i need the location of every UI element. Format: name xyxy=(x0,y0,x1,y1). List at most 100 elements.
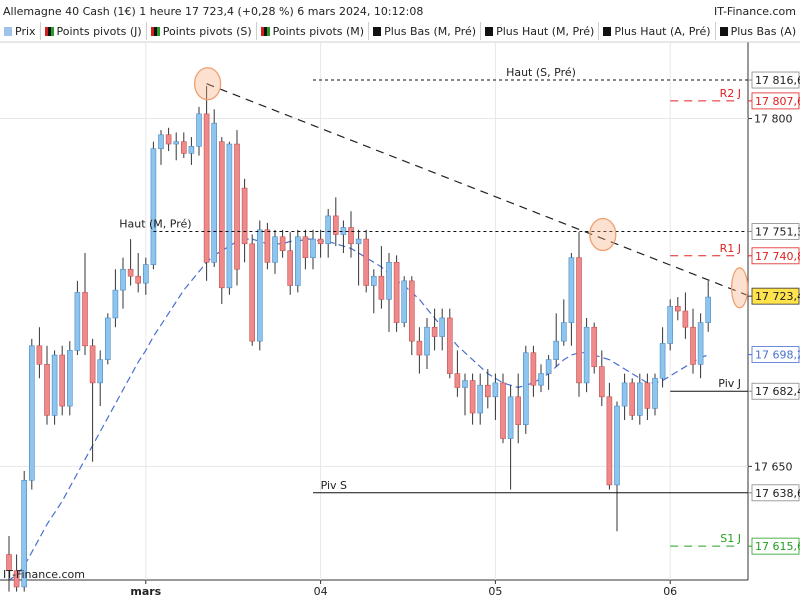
candle-body xyxy=(446,317,453,374)
candle-body xyxy=(591,326,598,367)
trendline xyxy=(206,83,747,296)
price-label-box xyxy=(751,382,800,400)
price-label-box xyxy=(751,247,800,265)
candle xyxy=(682,292,689,339)
highlight-circle xyxy=(730,267,749,309)
candle xyxy=(135,253,141,293)
candle xyxy=(188,137,195,165)
candle-body xyxy=(226,143,233,289)
candle xyxy=(705,280,712,332)
candle xyxy=(690,308,696,374)
price-label: 17 682,4 xyxy=(755,385,800,398)
price-label-box xyxy=(751,223,800,240)
level-label: R1 J xyxy=(720,242,741,255)
candle-body xyxy=(408,280,415,342)
candle-body xyxy=(507,396,514,439)
candle-body xyxy=(370,275,377,286)
candle-body xyxy=(629,382,636,416)
candle-body xyxy=(181,141,187,154)
candle xyxy=(59,345,66,416)
legend-item[interactable]: Prix xyxy=(0,22,41,40)
candle xyxy=(143,257,149,295)
candle xyxy=(287,232,294,295)
candle-body xyxy=(393,262,400,323)
candle xyxy=(636,373,643,425)
candle xyxy=(82,253,88,356)
candle xyxy=(158,130,164,165)
legend-item[interactable]: Plus Haut (A, Pré) xyxy=(599,22,716,40)
candle xyxy=(97,350,103,407)
candle xyxy=(36,327,43,379)
legend-item[interactable]: Points pivots (J) xyxy=(41,22,147,40)
candle-body xyxy=(143,264,149,284)
black-swatch-icon xyxy=(373,26,382,36)
candle-body xyxy=(219,141,225,289)
legend-item[interactable]: Points pivots (M) xyxy=(257,22,370,40)
candle-body xyxy=(36,345,43,365)
candle-body xyxy=(28,345,35,481)
level-label: S1 J xyxy=(720,532,741,545)
legend-item[interactable]: Plus Bas (M, Pré) xyxy=(369,22,482,40)
price-label-box xyxy=(751,287,800,305)
candle xyxy=(606,382,613,490)
candle xyxy=(462,373,468,416)
candle-body xyxy=(560,322,567,342)
candle xyxy=(370,269,377,314)
price-label: 17 816,6 xyxy=(755,74,800,87)
candle xyxy=(226,141,233,295)
candle xyxy=(127,239,134,286)
candle-body xyxy=(332,215,339,235)
candle-body xyxy=(401,280,408,323)
candle-body xyxy=(568,257,575,323)
candle-body xyxy=(196,113,202,147)
legend-item[interactable]: Plus Bas (A) xyxy=(716,22,800,40)
legend-item[interactable]: Plus Haut (M, Pré) xyxy=(481,22,600,40)
candle-body xyxy=(583,326,590,384)
candle xyxy=(446,308,453,379)
level-label: Piv J xyxy=(718,377,741,390)
candle-body xyxy=(6,554,12,572)
site-name[interactable]: IT-Finance.com xyxy=(714,5,796,18)
candle xyxy=(674,297,681,321)
candle xyxy=(576,232,582,397)
candle xyxy=(112,269,119,328)
candle-body xyxy=(492,382,499,398)
candle xyxy=(348,211,354,258)
candle-body xyxy=(606,396,613,486)
legend-label: Plus Haut (A, Pré) xyxy=(614,24,711,38)
candle-body xyxy=(97,359,103,384)
candle-body xyxy=(302,236,309,258)
candle xyxy=(13,554,20,592)
candle xyxy=(598,350,605,407)
candle xyxy=(74,280,81,356)
black-swatch-icon xyxy=(603,26,612,36)
candle-body xyxy=(386,262,392,300)
candle-body xyxy=(67,350,73,407)
candle xyxy=(591,322,598,374)
candle xyxy=(492,373,499,420)
candle xyxy=(667,299,674,351)
candle-body xyxy=(462,380,468,388)
legend-label: Points pivots (J) xyxy=(56,24,142,38)
candle xyxy=(484,368,491,409)
candle-body xyxy=(112,289,119,319)
candle xyxy=(659,327,666,388)
price-label: 17 615,6 xyxy=(755,540,800,553)
candle xyxy=(256,220,263,351)
legend-label: Points pivots (M) xyxy=(272,24,365,38)
candle-body xyxy=(203,113,210,263)
candle xyxy=(454,350,461,397)
candle-body xyxy=(598,366,605,398)
legend-item[interactable]: Points pivots (S) xyxy=(147,22,257,40)
candle-body xyxy=(667,306,674,344)
candle xyxy=(386,253,392,332)
candle-body xyxy=(348,227,354,245)
candle-body xyxy=(545,359,552,374)
candle xyxy=(469,373,476,425)
candle-body xyxy=(500,382,506,439)
candle-body xyxy=(158,134,164,149)
candle xyxy=(439,308,446,351)
price-label: 17 698,2 xyxy=(755,349,800,362)
candle-body xyxy=(317,238,324,245)
level-label: Haut (S, Pré) xyxy=(506,66,576,79)
